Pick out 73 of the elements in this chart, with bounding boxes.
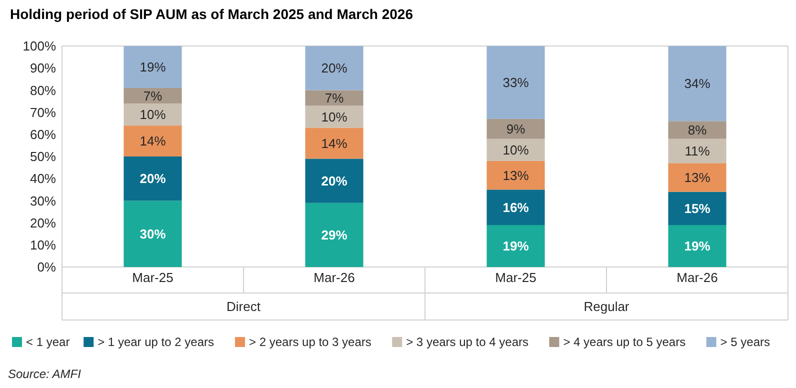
x-tick-label: Mar-26 bbox=[676, 270, 718, 285]
text: Direct bbox=[226, 299, 261, 314]
bar bbox=[668, 138, 726, 164]
legend-label: > 1 year up to 2 years bbox=[98, 335, 214, 350]
data-label: 19% bbox=[140, 60, 166, 75]
data-label: 7% bbox=[143, 88, 163, 104]
bar bbox=[305, 90, 364, 106]
bar bbox=[305, 202, 364, 267]
data-label: 8% bbox=[688, 122, 708, 138]
legend-label: > 3 years up to 4 years bbox=[406, 335, 529, 350]
bar bbox=[124, 88, 182, 104]
bar bbox=[305, 158, 364, 203]
data-label: 33% bbox=[502, 75, 530, 90]
bar bbox=[486, 138, 545, 161]
y-tick-label: 60% bbox=[30, 126, 56, 142]
bar bbox=[124, 126, 182, 156]
bar bbox=[124, 200, 182, 267]
y-tick-label: 100% bbox=[22, 38, 56, 54]
bar bbox=[486, 190, 545, 226]
y-tick-label: 70% bbox=[30, 104, 56, 120]
data-label: 9% bbox=[506, 121, 526, 136]
text: Regular bbox=[584, 299, 630, 314]
data-label: 20% bbox=[321, 173, 348, 188]
legend-label: > 2 years up to 3 years bbox=[249, 335, 372, 350]
y-tick-label: 90% bbox=[30, 60, 56, 76]
data-label: 15% bbox=[684, 200, 711, 216]
data-label: 14% bbox=[140, 134, 166, 149]
bar bbox=[305, 46, 364, 90]
bar bbox=[486, 46, 545, 119]
data-label: 10% bbox=[321, 109, 348, 124]
data-label: 19% bbox=[684, 238, 711, 254]
data-label: 34% bbox=[684, 76, 711, 92]
x-tick-label: Mar-25 bbox=[132, 270, 174, 285]
data-label: 16% bbox=[502, 200, 530, 215]
chart-title: Holding period of SIP AUM as of March 2025 and March 2026 bbox=[10, 6, 414, 22]
data-label: 10% bbox=[502, 142, 530, 158]
data-label: 13% bbox=[684, 170, 711, 186]
bar bbox=[305, 128, 364, 159]
legend-label: > 5 years bbox=[720, 335, 770, 350]
bar bbox=[486, 225, 545, 267]
source-note: Source: AMFI bbox=[8, 367, 82, 381]
x-tick-label: Mar-25 bbox=[495, 270, 536, 285]
data-label: 29% bbox=[321, 228, 348, 243]
bar bbox=[124, 156, 182, 201]
data-label: 19% bbox=[502, 238, 530, 254]
data-label: 7% bbox=[324, 90, 344, 106]
data-label: 30% bbox=[140, 226, 166, 242]
y-tick-label: 20% bbox=[30, 215, 56, 230]
y-tick-label: 10% bbox=[30, 237, 56, 252]
data-label: 20% bbox=[321, 60, 348, 76]
data-label: 10% bbox=[140, 107, 166, 122]
bar bbox=[124, 46, 182, 88]
bar bbox=[486, 118, 545, 139]
bar bbox=[668, 225, 726, 267]
data-label: 13% bbox=[502, 168, 530, 183]
bar bbox=[668, 46, 726, 122]
x-tick-label: Mar-26 bbox=[314, 270, 355, 285]
data-label: 11% bbox=[684, 144, 710, 159]
y-tick-label: 0% bbox=[37, 260, 56, 275]
bar bbox=[305, 106, 364, 128]
bar bbox=[486, 160, 545, 190]
bar bbox=[124, 103, 182, 126]
bar bbox=[668, 163, 726, 192]
y-tick-label: 50% bbox=[30, 149, 56, 164]
legend-label: > 4 years up to 5 years bbox=[563, 335, 686, 350]
bar bbox=[668, 121, 726, 139]
data-label: 20% bbox=[140, 171, 166, 186]
legend-label: < 1 year bbox=[26, 335, 70, 350]
y-tick-label: 40% bbox=[30, 171, 56, 186]
bar bbox=[668, 192, 726, 226]
y-tick-label: 30% bbox=[30, 193, 56, 208]
y-tick-label: 80% bbox=[30, 82, 56, 98]
data-label: 14% bbox=[321, 136, 348, 151]
